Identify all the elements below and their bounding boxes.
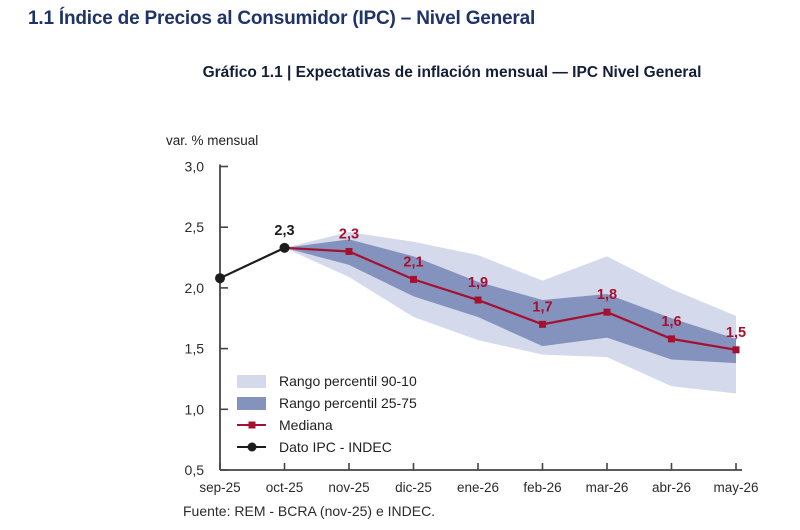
legend-label: Dato IPC - INDEC <box>279 439 392 455</box>
x-tick-label: ene-26 <box>457 480 499 495</box>
legend-item-percentile-90-10: Rango percentil 90-10 <box>237 370 417 392</box>
point-value-label: 1,7 <box>532 299 552 315</box>
legend-label: Rango percentil 90-10 <box>279 373 417 389</box>
chart-title: Gráfico 1.1 | Expectativas de inflación … <box>202 64 702 81</box>
ipc-data-line <box>219 246 285 280</box>
median-point-marker <box>603 308 611 316</box>
square-marker-icon <box>248 421 255 429</box>
median-point-marker <box>474 296 482 304</box>
section-title: 1.1 Índice de Precios al Consumidor (IPC… <box>28 8 536 29</box>
x-tick-label: mar-26 <box>586 480 629 495</box>
legend-item-mediana: Mediana <box>237 414 417 436</box>
ipc-point-marker <box>279 242 290 253</box>
y-axis-unit-label: var. % mensual <box>166 133 259 148</box>
legend-label: Rango percentil 25-75 <box>279 395 417 411</box>
median-point-marker <box>345 247 353 255</box>
median-line <box>284 246 737 351</box>
percentile-25-75-band <box>284 239 736 364</box>
median-point-marker <box>410 275 417 283</box>
circle-marker-icon <box>247 442 256 452</box>
median-point-marker <box>539 320 546 328</box>
x-tick-label: feb-26 <box>523 480 561 495</box>
x-tick-label: may-26 <box>713 480 758 495</box>
ipc-point-marker <box>215 273 225 284</box>
y-tick-label: 3,0 <box>185 159 205 175</box>
percentile-90-10-band-swatch-icon <box>237 374 266 388</box>
percentile-25-75-band-swatch-icon <box>237 396 266 410</box>
point-value-label: 2,1 <box>403 254 423 270</box>
legend-item-percentile-25-75: Rango percentil 25-75 <box>237 392 417 414</box>
point-value-label: 2,3 <box>339 226 359 242</box>
source-note: Fuente: REM - BCRA (nov-25) e INDEC. <box>183 503 436 519</box>
y-tick-label: 1,5 <box>185 341 205 357</box>
point-value-label: 1,5 <box>726 325 746 341</box>
x-tick-label: abr-26 <box>652 480 691 495</box>
x-tick-label: dic-25 <box>395 480 432 495</box>
x-tick-label: nov-25 <box>328 480 369 495</box>
legend-label: Mediana <box>279 417 333 433</box>
legend-item-dato-ipc: Dato IPC - INDEC <box>237 436 417 458</box>
point-value-label: 1,6 <box>661 314 681 330</box>
y-tick-label: 0,5 <box>185 462 205 478</box>
y-tick-label: 2,0 <box>185 280 205 296</box>
y-tick-label: 2,5 <box>185 219 205 235</box>
y-tick-label: 1,0 <box>185 401 205 417</box>
point-value-label: 1,8 <box>597 287 617 303</box>
median-point-marker <box>668 335 675 343</box>
median-point-marker <box>732 346 740 354</box>
point-value-label: 2,3 <box>274 223 294 239</box>
x-tick-label: sep-25 <box>199 480 240 495</box>
chart-legend: Rango percentil 90-10 Rango percentil 25… <box>237 370 417 458</box>
ipc-line-swatch-icon <box>237 442 266 452</box>
median-line-swatch-icon <box>237 421 266 429</box>
x-tick-label: oct-25 <box>266 480 304 495</box>
point-value-label: 1,9 <box>468 275 488 291</box>
